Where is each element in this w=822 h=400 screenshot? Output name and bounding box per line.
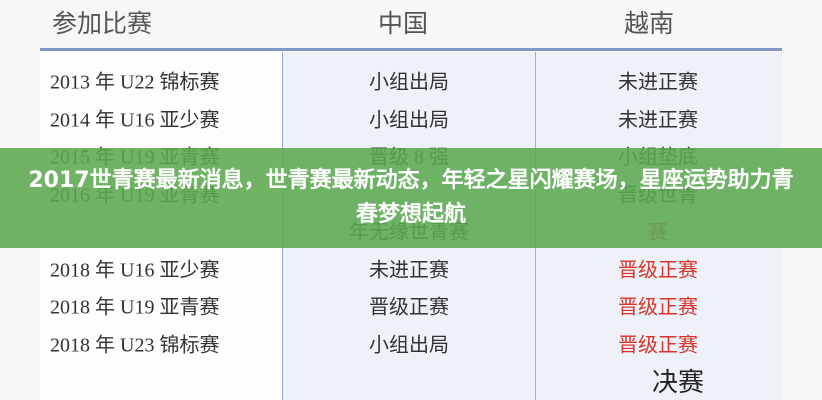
table-cell: 未进正赛 (369, 259, 449, 281)
table-cell: 晋级正赛 (618, 259, 698, 281)
table-cell: 晋级正赛 (618, 334, 698, 356)
table-cell: 2018 年 U23 锦标赛 (50, 334, 220, 356)
table-cell: 小组出局 (369, 71, 449, 94)
table-cell: 晋级正赛 (369, 296, 449, 319)
banner: 2017世青赛最新消息，世青赛最新动态，年轻之星闪耀赛场，星座运势助力青春梦想起… (0, 148, 822, 248)
header-cell: 越南 (624, 11, 675, 38)
header-cell: 中国 (378, 11, 429, 38)
table-cell: 晋级正赛 (618, 296, 698, 319)
table-cell: 2013 年 U22 锦标赛 (50, 71, 220, 94)
header-rule (40, 48, 782, 51)
table-cell: 小组出局 (369, 109, 449, 131)
table-cell: 2014 年 U16 亚少赛 (50, 109, 220, 131)
header-cell: 参加比赛 (52, 11, 153, 38)
table-cell: 2018 年 U19 亚青赛 (50, 296, 220, 319)
table-cell: 2018 年 U16 亚少赛 (50, 259, 220, 281)
table-cell: 未进正赛 (618, 109, 698, 131)
table-cell: 小组出局 (369, 334, 449, 356)
overlay-text: 决赛 (652, 368, 705, 398)
banner-title: 2017世青赛最新消息，世青赛最新动态，年轻之星闪耀赛场，星座运势助力青春梦想起… (28, 168, 794, 227)
table-cell: 未进正赛 (618, 71, 698, 94)
